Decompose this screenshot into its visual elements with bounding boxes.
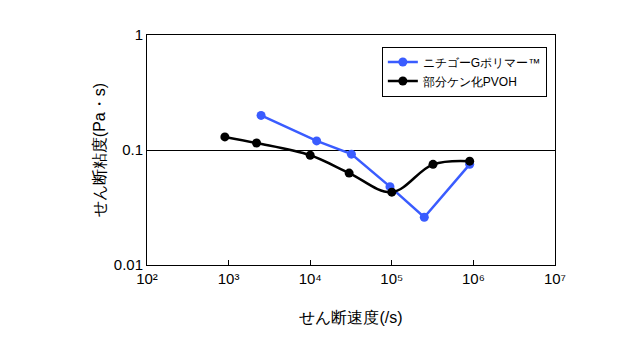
- svg-text:0.01: 0.01: [114, 256, 143, 273]
- svg-text:10⁷: 10⁷: [544, 270, 566, 287]
- svg-text:ニチゴーGポリマー™: ニチゴーGポリマー™: [423, 56, 540, 70]
- svg-text:10³: 10³: [218, 270, 240, 287]
- svg-text:部分ケン化PVOH: 部分ケン化PVOH: [423, 75, 517, 89]
- svg-text:せん断粘度(Pa・s): せん断粘度(Pa・s): [91, 83, 108, 217]
- svg-text:10⁴: 10⁴: [299, 270, 322, 287]
- svg-text:せん断速度(/s): せん断速度(/s): [299, 309, 402, 326]
- svg-text:10⁶: 10⁶: [462, 270, 485, 287]
- svg-text:1: 1: [135, 26, 143, 43]
- svg-text:0.1: 0.1: [122, 141, 143, 158]
- svg-text:10²: 10²: [136, 270, 158, 287]
- svg-text:10⁵: 10⁵: [380, 270, 403, 287]
